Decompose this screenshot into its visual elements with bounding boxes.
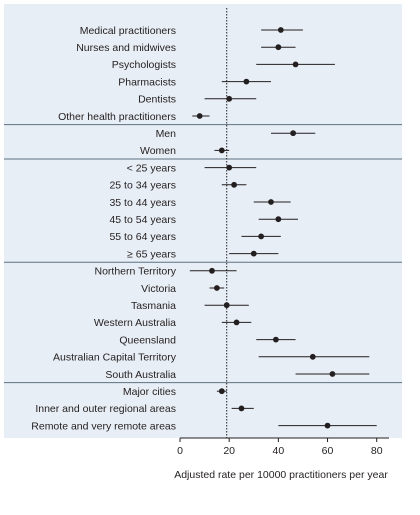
row: < 25 years [127,162,257,174]
x-tick-label: 60 [322,445,334,457]
point-estimate [231,181,237,188]
point-estimate [223,302,230,309]
row-label: < 25 years [127,162,176,174]
row-label: 45 to 54 years [109,214,176,226]
row: 55 to 64 years [109,231,281,243]
row-label: South Australia [105,369,176,381]
row-label: 35 to 44 years [109,197,176,209]
x-tick-label: 80 [371,445,383,457]
row: 25 to 34 years [109,180,247,192]
plot-panel [4,4,402,438]
point-estimate [233,319,240,326]
row: Tasmania [131,300,249,312]
row-label: Remote and very remote areas [31,420,176,432]
row-label: ≥ 65 years [127,248,176,260]
row: Medical practitioners [80,25,303,37]
point-estimate [290,130,297,137]
row-label: 55 to 64 years [109,231,176,243]
point-estimate [218,388,225,395]
point-estimate [226,164,233,171]
row: Western Australia [94,317,252,329]
point-estimate [226,95,233,102]
row: Northern Territory [95,266,237,278]
row: Nurses and midwives [76,42,296,54]
point-estimate [324,422,331,429]
row: Australian Capital Territory [53,352,370,364]
row: Pharmacists [118,76,271,88]
row-label: Tasmania [131,300,176,312]
point-estimate [268,199,274,205]
row: 45 to 54 years [109,214,299,226]
row-label: Inner and outer regional areas [35,403,176,415]
x-axis: 0 20 40 60 80 [177,437,389,457]
rows: Medical practitioners Nurses and midwives… [31,25,377,432]
row-label: Medical practitioners [80,25,176,37]
point-estimate [218,147,225,154]
row: Dentists [138,94,257,106]
row-label: Dentists [138,94,176,106]
point-estimate [309,353,316,360]
x-tick-label: 40 [273,445,285,457]
row-label: Northern Territory [95,266,177,278]
row-label: Major cities [123,386,176,398]
row: Men [156,128,316,140]
point-estimate [275,216,282,223]
row: Remote and very remote areas [31,420,377,432]
point-estimate [275,44,282,51]
row: Queensland [119,334,296,346]
point-estimate [243,78,250,85]
row-label: Other health practitioners [58,111,176,123]
x-tick-label: 0 [177,445,183,457]
row-label: 25 to 34 years [109,180,176,192]
row-label: Australian Capital Territory [53,352,177,364]
point-estimate [209,267,215,274]
point-estimate [292,61,299,68]
point-estimate [272,336,279,343]
row: Major cities [123,386,227,398]
point-estimate [258,233,265,240]
row: Victoria [141,283,225,295]
point-estimate [329,371,336,377]
point-estimate [213,285,220,291]
row: South Australia [105,369,370,381]
row: 35 to 44 years [109,197,291,209]
x-tick-label: 20 [223,445,235,457]
row-label: Men [156,128,177,140]
row-label: Queensland [119,334,176,346]
row-label: Victoria [141,283,176,295]
point-estimate [196,113,203,119]
x-axis-label: Adjusted rate per 10000 practitioners pe… [174,469,388,481]
group-dividers [4,124,402,384]
point-estimate [277,27,284,33]
row-label: Nurses and midwives [76,42,176,54]
row-label: Western Australia [94,317,176,329]
row: ≥ 65 years [127,248,279,260]
row-label: Pharmacists [118,76,176,88]
point-estimate [250,250,257,257]
row: Other health practitioners [58,111,210,123]
point-estimate [238,405,245,412]
row: Inner and outer regional areas [35,403,254,415]
row-label: Women [140,145,176,157]
row-label: Psychologists [112,59,176,71]
row: Women [140,145,230,157]
row: Psychologists [112,59,335,71]
